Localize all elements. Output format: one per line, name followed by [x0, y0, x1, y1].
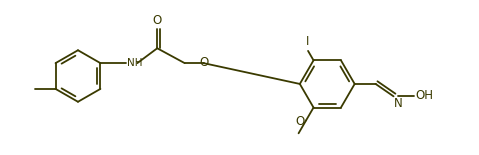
- Text: OH: OH: [415, 89, 433, 102]
- Text: O: O: [153, 14, 162, 27]
- Text: O: O: [296, 115, 305, 128]
- Text: I: I: [306, 35, 309, 48]
- Text: NH: NH: [127, 58, 142, 68]
- Text: O: O: [199, 56, 208, 69]
- Text: N: N: [394, 97, 403, 110]
